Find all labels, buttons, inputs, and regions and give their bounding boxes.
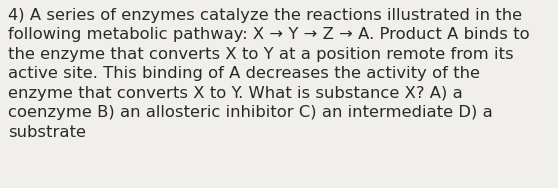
- Text: 4) A series of enzymes catalyze the reactions illustrated in the
following metab: 4) A series of enzymes catalyze the reac…: [8, 8, 530, 140]
